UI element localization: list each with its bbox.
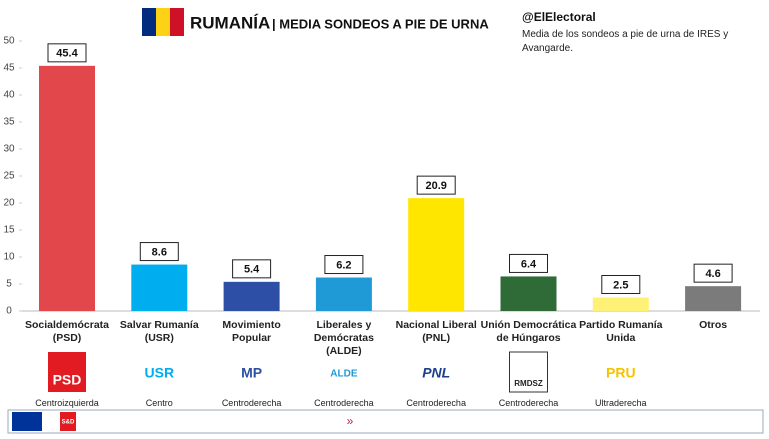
value-label: 6.4 xyxy=(521,258,537,270)
logo-bg xyxy=(48,352,86,392)
y-tick-label: 40 xyxy=(3,90,15,101)
title: RUMANÍA xyxy=(190,13,270,32)
arrow-icon: » xyxy=(347,414,354,428)
bar xyxy=(223,281,280,311)
value-label-box xyxy=(416,175,456,195)
x-tick-label: Otros xyxy=(699,319,728,331)
value-label-box xyxy=(47,43,87,63)
bar xyxy=(592,297,649,311)
value-label: 5.4 xyxy=(244,264,260,276)
value-label-box xyxy=(509,253,548,273)
x-tick-label: Movimiento Popular xyxy=(222,319,281,344)
sd-text: S&D xyxy=(62,420,75,426)
x-tick-label: Liberales y Demócratas (ALDE) xyxy=(313,319,374,357)
bar xyxy=(39,65,95,311)
bar xyxy=(408,198,465,311)
ideology-label: Ultraderecha xyxy=(595,398,647,408)
logo-text: ALDE xyxy=(330,369,358,380)
value-label: 2.5 xyxy=(613,279,628,291)
source: @ElElectoral xyxy=(522,10,596,24)
x-tick-label: Salvar Rumanía (USR) xyxy=(119,319,199,344)
y-tick-label: 50 xyxy=(3,36,15,47)
sd-logo xyxy=(60,412,76,431)
value-label: 4.6 xyxy=(705,268,720,280)
value-label-box xyxy=(693,263,733,283)
y-tick-label: 25 xyxy=(3,171,15,182)
ideology-label: Centroderecha xyxy=(498,398,559,408)
value-label-box xyxy=(232,259,272,279)
flag-blue xyxy=(142,8,156,36)
y-tick-label: 30 xyxy=(3,144,15,155)
logo-text: PSD xyxy=(53,372,82,388)
value-label-box xyxy=(139,242,179,262)
x-tick-label: Socialdemócrata (PSD) xyxy=(24,319,110,344)
bar xyxy=(500,276,557,311)
bar xyxy=(315,277,372,311)
y-tick-label: 5 xyxy=(6,279,12,290)
y-tick-label: 45 xyxy=(3,63,15,74)
note: Media de los sondeos a pie de urna de IR… xyxy=(522,29,729,54)
value-label-box xyxy=(601,275,641,294)
y-tick-label: 35 xyxy=(3,117,15,128)
x-tick-label: Unión Democrática de Húngaros xyxy=(480,319,577,344)
value-label: 8.6 xyxy=(152,246,167,258)
x-tick-label: Nacional Liberal (PNL) xyxy=(395,319,477,344)
footer-strip xyxy=(7,409,764,434)
ideology-label: Centroizquierda xyxy=(35,398,99,408)
ideology-label: Centroderecha xyxy=(314,398,374,408)
ideology-label: Centroderecha xyxy=(221,398,282,408)
y-tick-label: 10 xyxy=(3,252,15,263)
y-tick-label: 20 xyxy=(3,198,15,209)
logo-text: PNL xyxy=(422,365,450,381)
flag-yellow xyxy=(156,8,170,36)
flag-red xyxy=(170,8,184,36)
bar xyxy=(131,264,188,311)
logo-text: PRU xyxy=(606,365,636,381)
value-label: 20.9 xyxy=(425,180,446,192)
value-label: 6.2 xyxy=(336,259,351,271)
subtitle: | MEDIA SONDEOS A PIE DE URNA xyxy=(272,16,489,31)
y-tick-label: 0 xyxy=(6,306,12,317)
y-tick-label: 15 xyxy=(3,225,15,236)
value-label-box xyxy=(324,255,364,275)
value-label: 45.4 xyxy=(56,48,78,60)
logo-text: USR xyxy=(145,365,175,381)
ideology-label: Centro xyxy=(145,398,173,408)
ideology-label: Centroderecha xyxy=(406,398,466,408)
eu-flag xyxy=(12,412,42,431)
logo-text: MP xyxy=(241,365,262,381)
x-tick-label: Partido Rumanía Unida xyxy=(579,319,663,344)
bar xyxy=(685,286,742,311)
logo-text: RMDSZ xyxy=(514,379,543,388)
logo-bg xyxy=(509,351,548,393)
